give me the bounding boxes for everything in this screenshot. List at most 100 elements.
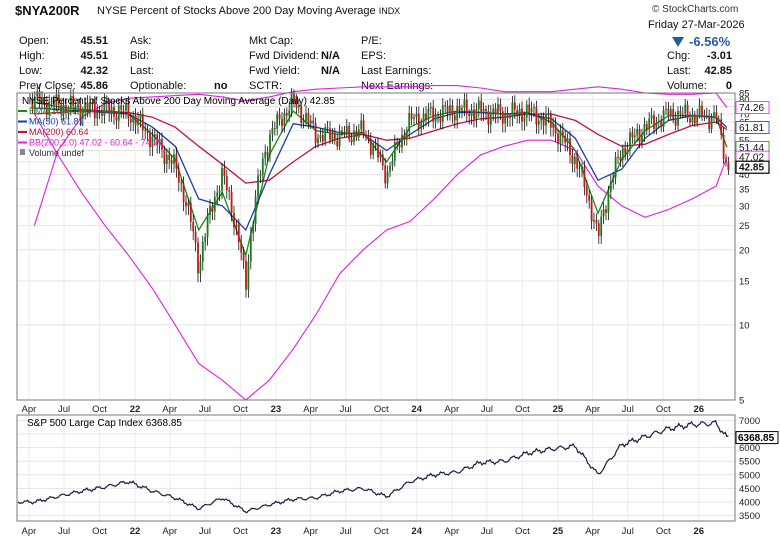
bb-lower-line [33, 113, 728, 401]
candle-body [177, 168, 180, 183]
candle-body [233, 213, 235, 228]
breadth-x-tick-label: Apr [22, 404, 37, 415]
candle-body [36, 91, 39, 97]
candle-body [261, 158, 264, 175]
candle-body [581, 166, 583, 170]
candle-body [283, 113, 286, 127]
candle-body [77, 104, 79, 108]
candle-body [307, 112, 310, 124]
candle-body [338, 130, 341, 147]
candle-body [129, 118, 132, 123]
candle-body [50, 101, 53, 103]
right-value-tag [735, 101, 770, 115]
breadth-x-tick-label: Apr [303, 404, 318, 415]
candle-body [648, 118, 651, 130]
candle-body [535, 107, 538, 125]
candle-body [290, 93, 293, 111]
candle-body [120, 105, 123, 110]
low-label: Low: [19, 65, 43, 77]
spx-right-labels: 6368.85 [735, 431, 779, 445]
candle-body [117, 105, 120, 121]
candle-body [566, 138, 569, 143]
candle-body [662, 110, 665, 127]
candle-body [641, 135, 643, 143]
candle-body [79, 104, 82, 119]
candle-body [31, 99, 34, 110]
candle-body [189, 202, 192, 222]
candle-body [72, 96, 75, 106]
next-earnings-label: Next Earnings: [361, 80, 434, 92]
chg-value: -3.01 [706, 50, 732, 62]
candle-body [475, 109, 478, 119]
candle-body [645, 123, 648, 130]
candle-body [225, 176, 228, 191]
candle-body [91, 102, 94, 103]
candle-body [417, 113, 420, 129]
candle-body [617, 156, 619, 158]
candle-body [401, 134, 403, 148]
candle-body [497, 104, 499, 115]
exchange-code: INDX [378, 6, 401, 16]
candle-body [439, 115, 442, 122]
spx-grid [17, 419, 735, 517]
candle-body [180, 182, 183, 184]
candle-body [103, 100, 106, 116]
candle-body [312, 120, 315, 124]
candle-body [727, 161, 730, 171]
candle-body [693, 114, 696, 124]
candle-body [391, 160, 394, 166]
candle-body [672, 109, 675, 119]
candle-body [485, 108, 487, 112]
breadth-y-tick-label: 15 [739, 276, 750, 287]
bid-label: Bid: [130, 50, 149, 62]
open-value: 45.51 [80, 35, 108, 47]
candle-body [134, 115, 137, 126]
candle-body [420, 122, 423, 129]
candle-body [139, 114, 142, 119]
candle-body [269, 134, 271, 156]
candle-body [144, 130, 147, 131]
candle-body [465, 99, 468, 114]
candle-body [281, 118, 283, 127]
candle-body [276, 114, 279, 129]
candle-body [398, 144, 401, 148]
candle-body [576, 156, 579, 169]
candle-body [228, 190, 231, 192]
brand-watermark[interactable]: © StockCharts.com [652, 4, 739, 15]
candle-body [638, 129, 641, 143]
candle-body [605, 209, 607, 213]
ticker-name: NYSE Percent of Stocks Above 200 Day Mov… [97, 5, 400, 17]
volume-value: 0 [725, 80, 732, 92]
candle-body [45, 102, 48, 115]
candle-body [561, 130, 564, 136]
candle-body [537, 120, 540, 125]
candle-body [660, 121, 663, 127]
breadth-x-tick-label: Apr [444, 404, 459, 415]
breadth-x-tick-label: Jul [58, 404, 70, 415]
candle-body [595, 219, 598, 224]
candle-body [240, 242, 243, 253]
candle-body [201, 241, 204, 262]
candle-body [43, 97, 46, 103]
candle-body [153, 134, 156, 137]
candle-body [57, 94, 60, 105]
legend-entry: EMA(20) 51.44 [29, 106, 90, 116]
candle-body [597, 223, 600, 237]
candle-body [410, 112, 413, 119]
spx-y-tick-label: 3500 [739, 511, 760, 522]
candle-body [206, 214, 209, 237]
quote-header: $NYA200R NYSE Percent of Stocks Above 20… [0, 0, 780, 92]
breadth-y-tick-label: 40 [739, 170, 750, 181]
candle-body [684, 104, 687, 114]
candle-body [285, 113, 288, 116]
spx-last-tag [735, 431, 779, 445]
spx-x-tick-label: 23 [271, 526, 282, 537]
candle-body [461, 108, 463, 111]
breadth-y-tick-label: 5 [739, 396, 744, 407]
candle-body [204, 236, 207, 242]
candle-body [365, 134, 367, 137]
candle-body [341, 130, 343, 133]
candle-body [554, 124, 557, 134]
mkt-cap-label: Mkt Cap: [249, 35, 294, 47]
legend-entry: Volume undef [29, 148, 85, 158]
